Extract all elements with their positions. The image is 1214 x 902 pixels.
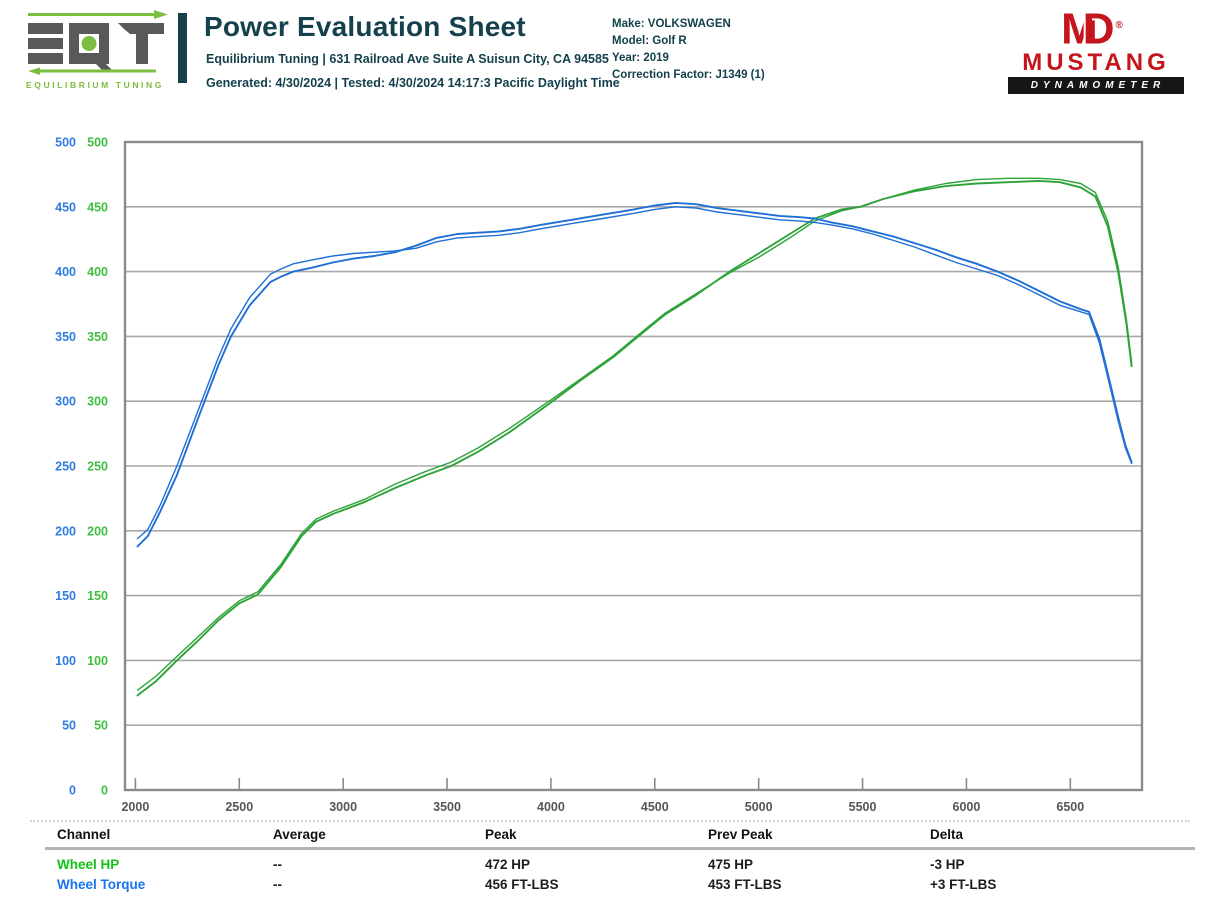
table-header-rule [45, 847, 1195, 850]
wheel-hp-delta: -3 HP [930, 856, 965, 872]
y-axis-label-power: 400 [87, 265, 108, 279]
y-axis-label-power: 50 [94, 719, 108, 733]
vehicle-make: Make: VOLKSWAGEN [612, 18, 731, 30]
eqt-bottom-accent-line [28, 67, 156, 75]
y-axis-label-torque: 450 [55, 200, 76, 214]
wheel-torque-delta: +3 FT-LBS [930, 876, 997, 892]
table-header-row: Channel Average Peak Prev Peak Delta [45, 824, 1195, 845]
table-row: Wheel HP -- 472 HP 475 HP -3 HP [45, 854, 1195, 874]
x-axis-label: 4000 [537, 800, 565, 814]
title-divider-bar [178, 13, 187, 83]
x-axis-label: 2500 [225, 800, 253, 814]
wheel-hp-peak: 472 HP [485, 856, 531, 872]
table-top-dotted-rule [30, 820, 1190, 822]
eqt-tagline: EQUILIBRIUM TUNING [26, 80, 164, 90]
x-axis-label: 4500 [641, 800, 669, 814]
generated-tested-line: Generated: 4/30/2024 | Tested: 4/30/2024… [206, 76, 620, 90]
x-axis-label: 6500 [1056, 800, 1084, 814]
x-axis-label: 5000 [745, 800, 773, 814]
eqt-q-dot [81, 36, 97, 51]
col-header-peak: Peak [485, 827, 517, 842]
y-axis-label-torque: 200 [55, 524, 76, 538]
y-axis-label-power: 300 [87, 395, 108, 409]
eqt-top-accent-line [28, 10, 168, 19]
col-header-prev-peak: Prev Peak [708, 827, 773, 842]
y-axis-label-torque: 0 [69, 784, 76, 798]
correction-factor: Correction Factor: J1349 (1) [612, 69, 765, 81]
series-wheel-hp-prev [136, 177, 1133, 691]
series-wheel-torque [136, 201, 1133, 548]
y-axis-label-power: 200 [87, 524, 108, 538]
mustang-wordmark: MUSTANG [1022, 48, 1170, 76]
y-axis-label-torque: 250 [55, 460, 76, 474]
md-monogram-d: D [1082, 4, 1115, 54]
y-axis-label-power: 0 [101, 784, 108, 798]
y-axis-label-torque: 300 [55, 395, 76, 409]
wheel-hp-prev-peak: 475 HP [708, 856, 754, 872]
y-axis-label-power: 500 [87, 136, 108, 150]
vehicle-model: Model: Golf R [612, 35, 687, 47]
series-wheel-hp [136, 179, 1133, 697]
wheel-hp-average: -- [273, 856, 282, 872]
dynamometer-wordmark: DYNAMOMETER [1008, 76, 1184, 94]
eqt-logo: EQUILIBRIUM TUNING [26, 10, 168, 90]
wheel-torque-average: -- [273, 876, 282, 892]
y-axis-label-torque: 500 [55, 136, 76, 150]
y-axis-label-power: 150 [87, 589, 108, 603]
series-wheel-torque-prev [136, 206, 1133, 540]
x-axis-label: 6000 [953, 800, 981, 814]
y-axis-label-power: 450 [87, 200, 108, 214]
table-row: Wheel Torque -- 456 FT-LBS 453 FT-LBS +3… [45, 874, 1195, 894]
md-monogram: MD ® [1004, 4, 1180, 52]
x-axis-label: 3500 [433, 800, 461, 814]
y-axis-label-torque: 350 [55, 330, 76, 344]
company-address-line: Equilibrium Tuning | 631 Railroad Ave Su… [206, 52, 609, 66]
mustang-dynamometer-logo: MD ® MUSTANG DYNAMOMETER [1008, 4, 1184, 94]
y-axis-label-torque: 150 [55, 589, 76, 603]
wheel-torque-peak: 456 FT-LBS [485, 876, 559, 892]
y-axis-label-power: 250 [87, 460, 108, 474]
vehicle-info-block: Make: VOLKSWAGEN Model: Golf R Year: 201… [612, 16, 765, 84]
x-axis-label: 5500 [849, 800, 877, 814]
col-header-delta: Delta [930, 827, 964, 842]
eqt-letters [28, 23, 164, 70]
col-header-average: Average [273, 827, 326, 842]
report-header: EQUILIBRIUM TUNING Power Evaluation Shee… [0, 0, 1214, 130]
wheel-torque-prev-peak: 453 FT-LBS [708, 876, 782, 892]
md-monogram-m: M [1061, 4, 1097, 54]
plot-border [123, 140, 1144, 792]
x-axis-label: 3000 [329, 800, 357, 814]
y-axis-label-power: 100 [87, 654, 108, 668]
vehicle-year: Year: 2019 [612, 52, 669, 64]
y-axis-label-torque: 50 [62, 719, 76, 733]
y-axis-label-torque: 400 [55, 265, 76, 279]
y-axis-label-power: 350 [87, 330, 108, 344]
channel-wheel-torque: Wheel Torque [57, 876, 146, 892]
x-axis-label: 2000 [121, 800, 149, 814]
registered-mark: ® [1115, 20, 1123, 31]
channel-wheel-hp: Wheel HP [57, 856, 120, 872]
page-title: Power Evaluation Sheet [204, 11, 526, 42]
col-header-channel: Channel [57, 827, 111, 842]
y-axis-label-torque: 100 [55, 654, 76, 668]
